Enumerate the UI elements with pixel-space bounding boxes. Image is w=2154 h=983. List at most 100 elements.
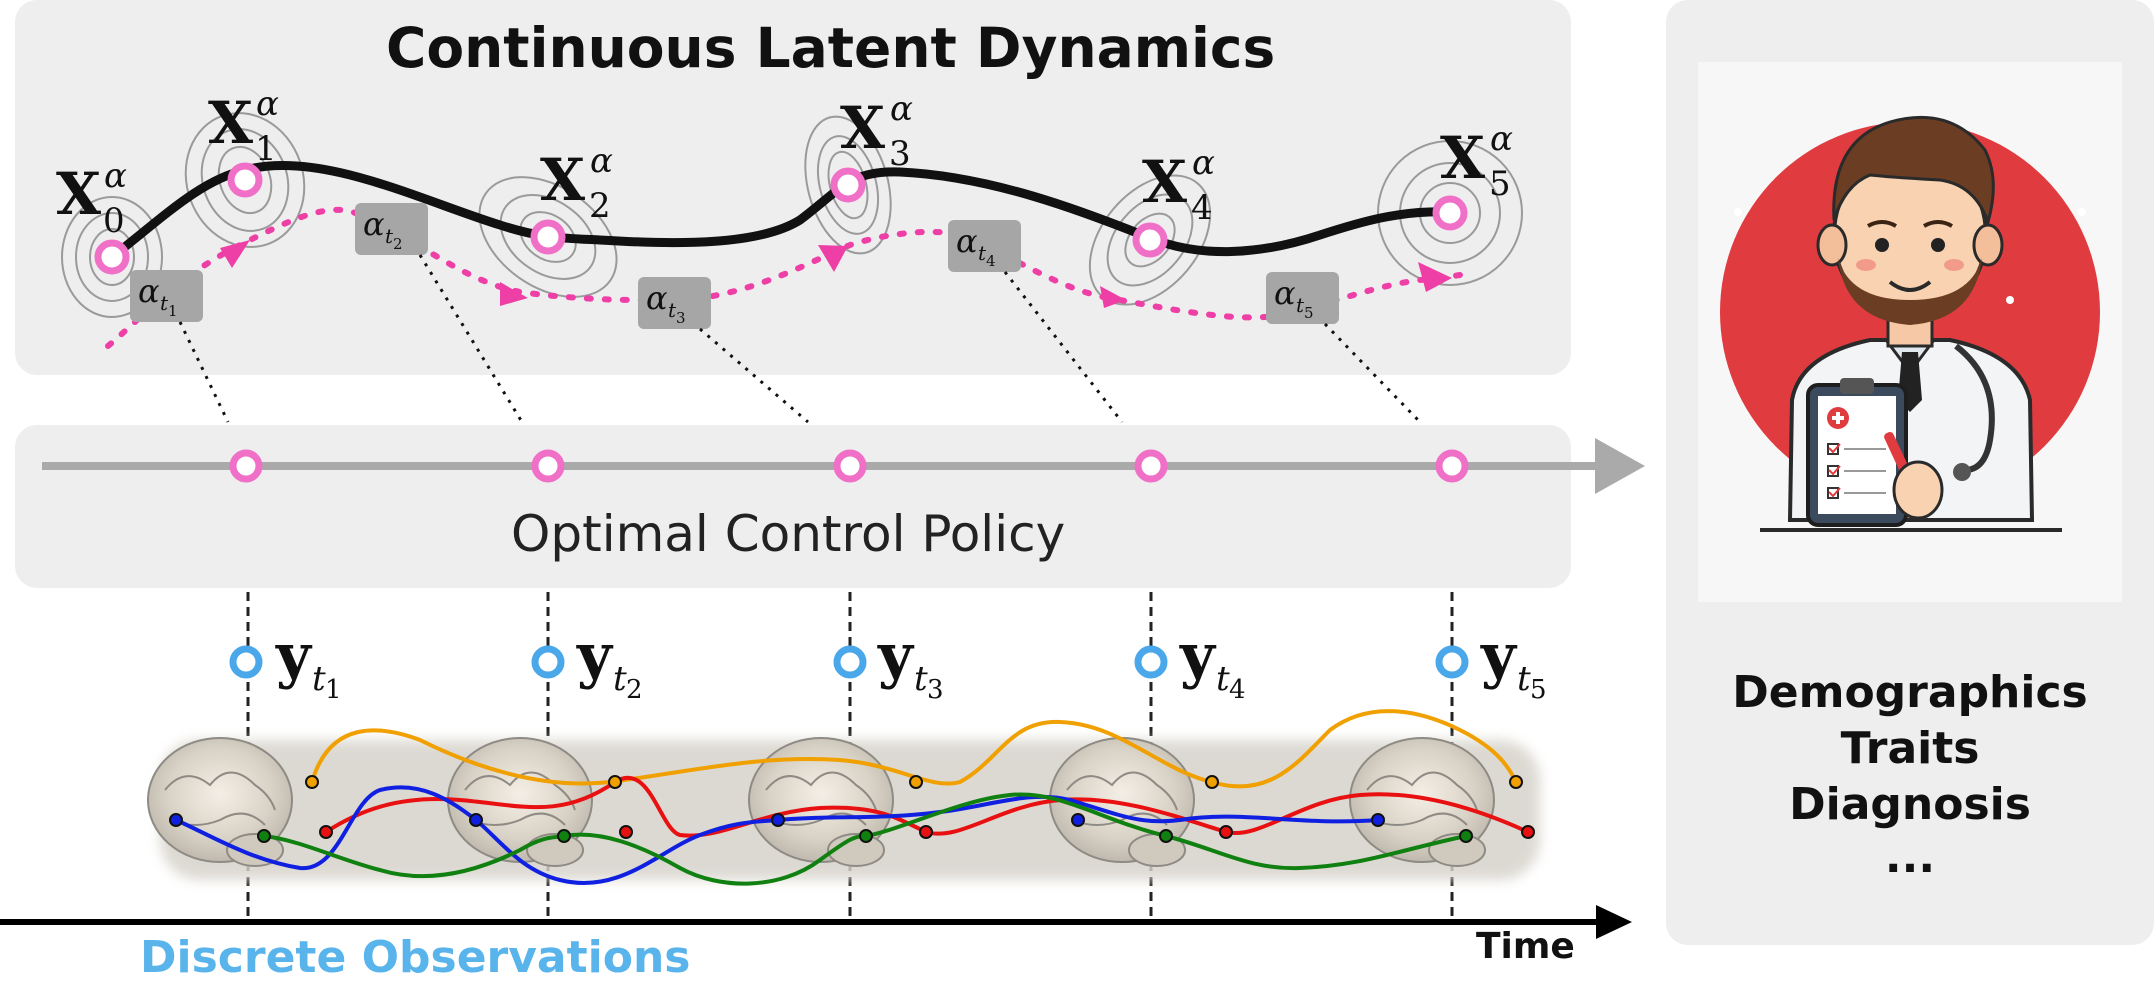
- latent-state-markers: [94, 162, 1468, 275]
- control-label-2: α t 2: [355, 203, 428, 255]
- svg-text:α: α: [590, 141, 613, 181]
- svg-text:t: t: [978, 241, 987, 265]
- latent-state-labels: X α 0 X α 1 X α 2 X α 3 X α 4: [56, 84, 1513, 241]
- svg-text:t: t: [1296, 293, 1305, 317]
- control-label-5: α t 5: [1266, 272, 1339, 324]
- svg-text:y: y: [576, 621, 614, 691]
- control-labels: α t 1 α t 2 α t 3 α t 4: [130, 203, 1339, 329]
- svg-text:X: X: [1440, 124, 1485, 192]
- svg-text:2: 2: [589, 186, 611, 226]
- svg-text:α: α: [1192, 143, 1215, 183]
- svg-text:α: α: [646, 279, 668, 317]
- time-axis-arrowhead: [1596, 905, 1632, 939]
- signal-green: [263, 792, 1467, 886]
- time-axis-label: Time: [1476, 926, 1575, 967]
- obs-label-1: y t 1: [275, 621, 342, 705]
- svg-text:X: X: [1142, 148, 1187, 216]
- state-marker-3: [830, 167, 866, 203]
- obs-label-3: y t 3: [877, 621, 944, 705]
- svg-text:5: 5: [1530, 675, 1547, 705]
- svg-text:α: α: [104, 156, 127, 196]
- control-policy-panel: [15, 425, 1571, 588]
- brain-icon-1: [147, 737, 293, 867]
- state-label-2: X α 2: [540, 141, 613, 226]
- svg-text:y: y: [877, 621, 915, 691]
- svg-text:4: 4: [986, 252, 996, 270]
- state-marker-2: [530, 219, 566, 255]
- observation-markers: [229, 645, 1469, 679]
- svg-text:α: α: [1490, 119, 1513, 159]
- svg-text:1: 1: [168, 302, 178, 320]
- svg-text:y: y: [1480, 621, 1518, 691]
- policy-timeline-arrowhead: [1595, 438, 1645, 494]
- svg-text:1: 1: [255, 129, 277, 169]
- svg-text:X: X: [208, 89, 253, 157]
- signal-nodes: [169, 775, 1535, 843]
- svg-text:1: 1: [325, 675, 342, 705]
- svg-text:X: X: [56, 160, 101, 228]
- obs-marker-4: [1134, 645, 1168, 679]
- observation-labels: y t 1 y t 2 y t 3 y t 4 y t 5: [275, 621, 1547, 705]
- svg-text:y: y: [1179, 621, 1217, 691]
- brain-icon-2: [447, 737, 593, 867]
- svg-text:α: α: [890, 89, 913, 129]
- state-label-5: X α 5: [1440, 119, 1513, 204]
- outcomes-list: Demographics Traits Diagnosis ...: [1666, 665, 2154, 883]
- svg-text:3: 3: [676, 309, 686, 327]
- obs-label-2: y t 2: [576, 621, 643, 705]
- state-label-3: X α 3: [840, 89, 913, 174]
- svg-text:4: 4: [1191, 188, 1213, 228]
- outcome-traits: Traits: [1840, 723, 1980, 774]
- control-direction-arrows: [220, 240, 1452, 308]
- obs-marker-1: [229, 645, 263, 679]
- svg-text:t: t: [312, 659, 326, 699]
- signal-orange: [310, 709, 1518, 789]
- state-marker-5: [1432, 195, 1468, 231]
- control-label-4: α t 4: [948, 220, 1021, 272]
- svg-text:3: 3: [889, 134, 911, 174]
- svg-text:4: 4: [1229, 675, 1246, 705]
- control-label-3: α t 3: [638, 277, 711, 329]
- svg-text:y: y: [275, 621, 313, 691]
- state-marker-4: [1132, 222, 1168, 258]
- obs-label-5: y t 5: [1480, 621, 1547, 705]
- svg-text:5: 5: [1489, 164, 1511, 204]
- state-label-0: X α 0: [56, 156, 127, 241]
- policy-timepoints: [229, 449, 1469, 483]
- policy-point-5: [1435, 449, 1469, 483]
- obs-marker-3: [833, 645, 867, 679]
- svg-text:2: 2: [393, 235, 403, 253]
- state-marker-0: [94, 239, 130, 275]
- svg-text:α: α: [256, 84, 279, 124]
- svg-text:t: t: [914, 659, 928, 699]
- policy-point-4: [1134, 449, 1168, 483]
- state-label-4: X α 4: [1142, 143, 1215, 228]
- svg-text:0: 0: [103, 201, 125, 241]
- signal-red: [324, 775, 1529, 838]
- svg-text:α: α: [956, 222, 978, 260]
- svg-text:X: X: [540, 146, 585, 214]
- svg-text:t: t: [668, 298, 677, 322]
- svg-text:α: α: [138, 272, 160, 310]
- doctor-with-clipboard-icon: [1698, 62, 2122, 602]
- policy-point-2: [531, 449, 565, 483]
- signal-blue: [175, 785, 1379, 885]
- svg-text:X: X: [840, 94, 885, 162]
- svg-text:3: 3: [927, 675, 944, 705]
- latent-dynamics-title: Continuous Latent Dynamics: [386, 16, 1276, 80]
- svg-text:α: α: [1274, 274, 1296, 312]
- svg-text:t: t: [1517, 659, 1531, 699]
- outcome-diagnosis: Diagnosis: [1789, 779, 2031, 830]
- control-label-1: α t 1: [130, 270, 203, 322]
- state-label-1: X α 1: [208, 84, 279, 169]
- svg-text:α: α: [363, 205, 385, 243]
- policy-point-3: [833, 449, 867, 483]
- svg-text:t: t: [160, 291, 169, 315]
- outcome-demographics: Demographics: [1732, 667, 2088, 718]
- obs-marker-5: [1435, 645, 1469, 679]
- svg-text:5: 5: [1304, 304, 1314, 322]
- control-leader-lines: [178, 254, 1422, 424]
- policy-point-1: [229, 449, 263, 483]
